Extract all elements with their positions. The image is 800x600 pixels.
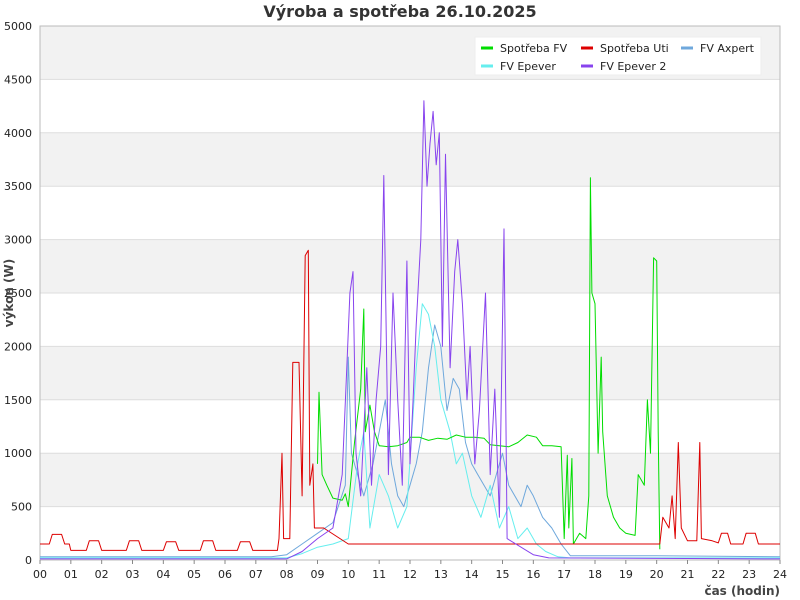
- x-tick-label: 16: [526, 568, 540, 581]
- y-tick-label: 5000: [4, 20, 32, 33]
- x-tick-label: 13: [434, 568, 448, 581]
- x-axis-label: čas (hodin): [704, 584, 780, 598]
- x-tick-label: 12: [403, 568, 417, 581]
- y-tick-label: 3500: [4, 180, 32, 193]
- x-tick-label: 08: [280, 568, 294, 581]
- y-tick-label: 2500: [4, 287, 32, 300]
- legend-box: [474, 36, 762, 76]
- y-tick-label: 2000: [4, 340, 32, 353]
- x-tick-label: 04: [156, 568, 170, 581]
- series-line-1: [317, 177, 661, 550]
- x-tick-label: 17: [557, 568, 571, 581]
- y-tick-label: 4500: [4, 73, 32, 86]
- x-tick-label: 15: [496, 568, 510, 581]
- x-tick-label: 02: [95, 568, 109, 581]
- series-line-5: [40, 100, 781, 560]
- x-tick-label: 03: [126, 568, 140, 581]
- x-axis-ticks: 00 01 02 03 04 05 06 07 08 09 10 11 12 13 14 15 16 17 18 19…: [33, 560, 787, 581]
- series-line-2: [40, 249, 780, 551]
- x-tick-label: 01: [64, 568, 78, 581]
- x-tick-label: 23: [742, 568, 756, 581]
- y-tick-label: 500: [11, 501, 32, 514]
- legend: Spotřeba FV Spotřeba Uti FV Axpert FV Epeve…: [474, 36, 762, 76]
- x-tick-label: 22: [711, 568, 725, 581]
- grid-band: [40, 346, 780, 400]
- y-axis-ticks: 0 500 1000 1500 2000 2500 3000 3500 4000 4500 5000: [4, 20, 32, 567]
- legend-label: FV Epever: [500, 60, 556, 73]
- x-tick-label: 07: [249, 568, 263, 581]
- x-tick-label: 09: [311, 568, 325, 581]
- x-tick-label: 21: [681, 568, 695, 581]
- x-tick-label: 14: [465, 568, 479, 581]
- x-tick-label: 24: [773, 568, 787, 581]
- grid-band: [40, 239, 780, 293]
- legend-label: FV Epever 2: [600, 60, 666, 73]
- chart-title: Výroba a spotřeba 26.10.2025: [263, 2, 536, 21]
- y-tick-label: 1000: [4, 447, 32, 460]
- grid-band: [40, 132, 780, 187]
- y-tick-label: 0: [25, 554, 32, 567]
- x-tick-label: 00: [33, 568, 47, 581]
- legend-label: FV Axpert: [700, 42, 755, 55]
- y-axis-label: výkon (W): [2, 259, 16, 327]
- y-tick-label: 4000: [4, 127, 32, 140]
- x-tick-label: 11: [372, 568, 386, 581]
- series-line-3: [40, 324, 781, 558]
- series-line-4: [40, 303, 780, 559]
- plot-bands: [40, 26, 780, 507]
- x-tick-label: 19: [619, 568, 633, 581]
- legend-label: Spotřeba Uti: [600, 42, 669, 55]
- x-tick-label: 05: [187, 568, 201, 581]
- x-tick-label: 20: [650, 568, 664, 581]
- y-tick-label: 1500: [4, 394, 32, 407]
- x-tick-label: 10: [341, 568, 355, 581]
- legend-label: Spotřeba FV: [500, 42, 568, 55]
- x-tick-label: 06: [218, 568, 232, 581]
- x-tick-label: 18: [588, 568, 602, 581]
- series-lines: [40, 100, 781, 560]
- y-tick-label: 3000: [4, 234, 32, 247]
